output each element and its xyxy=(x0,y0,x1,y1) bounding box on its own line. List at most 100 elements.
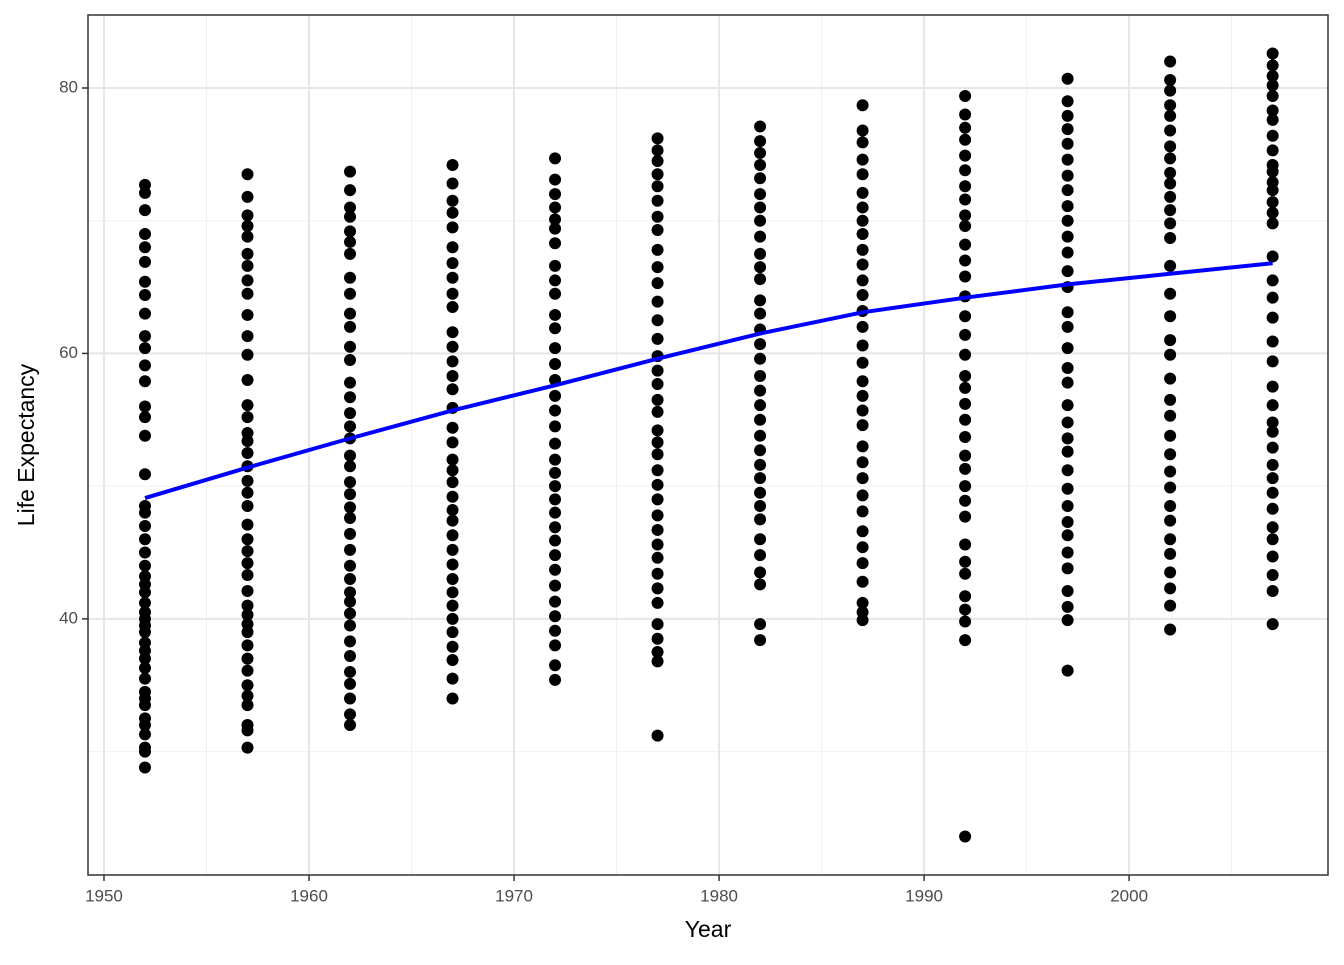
point xyxy=(446,355,459,368)
point xyxy=(856,404,869,417)
point xyxy=(651,132,664,145)
point xyxy=(344,692,357,705)
point xyxy=(344,677,357,690)
point xyxy=(856,596,869,609)
point xyxy=(1266,533,1279,546)
point xyxy=(344,573,357,586)
point xyxy=(754,158,767,171)
point xyxy=(446,369,459,382)
point xyxy=(651,632,664,645)
point xyxy=(651,436,664,449)
point xyxy=(1061,614,1074,627)
point xyxy=(344,719,357,732)
point xyxy=(856,440,869,453)
point xyxy=(651,538,664,551)
point xyxy=(138,178,151,191)
point xyxy=(138,468,151,481)
x-tick-label: 1980 xyxy=(700,886,738,905)
point xyxy=(446,383,459,396)
point xyxy=(754,201,767,214)
point xyxy=(651,364,664,377)
point xyxy=(1164,99,1177,112)
point xyxy=(344,247,357,260)
point xyxy=(754,634,767,647)
point xyxy=(651,509,664,522)
point xyxy=(549,624,562,637)
point xyxy=(651,646,664,659)
panel-border xyxy=(87,14,1329,876)
point xyxy=(446,543,459,556)
point xyxy=(1266,291,1279,304)
point xyxy=(1266,89,1279,102)
point xyxy=(1061,445,1074,458)
point xyxy=(651,332,664,345)
point xyxy=(1266,217,1279,230)
point xyxy=(754,472,767,485)
point xyxy=(1164,372,1177,385)
point xyxy=(446,453,459,466)
point xyxy=(549,389,562,402)
point xyxy=(754,618,767,631)
point xyxy=(138,307,151,320)
point xyxy=(241,545,254,558)
point xyxy=(1061,123,1074,136)
point xyxy=(549,563,562,576)
point xyxy=(446,340,459,353)
point xyxy=(241,664,254,677)
point xyxy=(446,586,459,599)
point xyxy=(344,235,357,248)
point xyxy=(856,505,869,518)
point xyxy=(344,210,357,223)
point xyxy=(959,238,972,251)
point xyxy=(138,241,151,254)
point xyxy=(959,431,972,444)
point xyxy=(1061,214,1074,227)
point xyxy=(651,464,664,477)
point xyxy=(959,381,972,394)
point xyxy=(138,227,151,240)
point xyxy=(446,436,459,449)
point xyxy=(856,201,869,214)
point xyxy=(549,308,562,321)
point xyxy=(754,307,767,320)
point xyxy=(754,444,767,457)
point xyxy=(1061,342,1074,355)
point xyxy=(959,89,972,102)
point xyxy=(241,652,254,665)
point xyxy=(549,659,562,672)
point xyxy=(138,712,151,725)
point xyxy=(549,173,562,186)
point xyxy=(446,490,459,503)
point xyxy=(1266,59,1279,72)
point xyxy=(856,153,869,166)
point xyxy=(754,486,767,499)
point xyxy=(1164,500,1177,513)
point xyxy=(754,399,767,412)
point xyxy=(549,493,562,506)
point xyxy=(241,500,254,513)
point xyxy=(959,121,972,134)
point xyxy=(959,615,972,628)
point xyxy=(856,320,869,333)
point xyxy=(446,421,459,434)
point xyxy=(344,391,357,404)
point xyxy=(1266,311,1279,324)
point xyxy=(446,514,459,527)
point xyxy=(959,108,972,121)
point xyxy=(344,354,357,367)
point xyxy=(241,259,254,272)
point xyxy=(446,194,459,207)
point xyxy=(651,448,664,461)
point xyxy=(1061,72,1074,85)
x-tick-label: 2000 xyxy=(1110,886,1148,905)
point xyxy=(1164,109,1177,122)
point xyxy=(754,458,767,471)
point xyxy=(344,225,357,238)
point xyxy=(959,270,972,283)
point xyxy=(1266,274,1279,287)
point xyxy=(241,689,254,702)
point xyxy=(344,449,357,462)
point xyxy=(1164,393,1177,406)
point xyxy=(754,384,767,397)
